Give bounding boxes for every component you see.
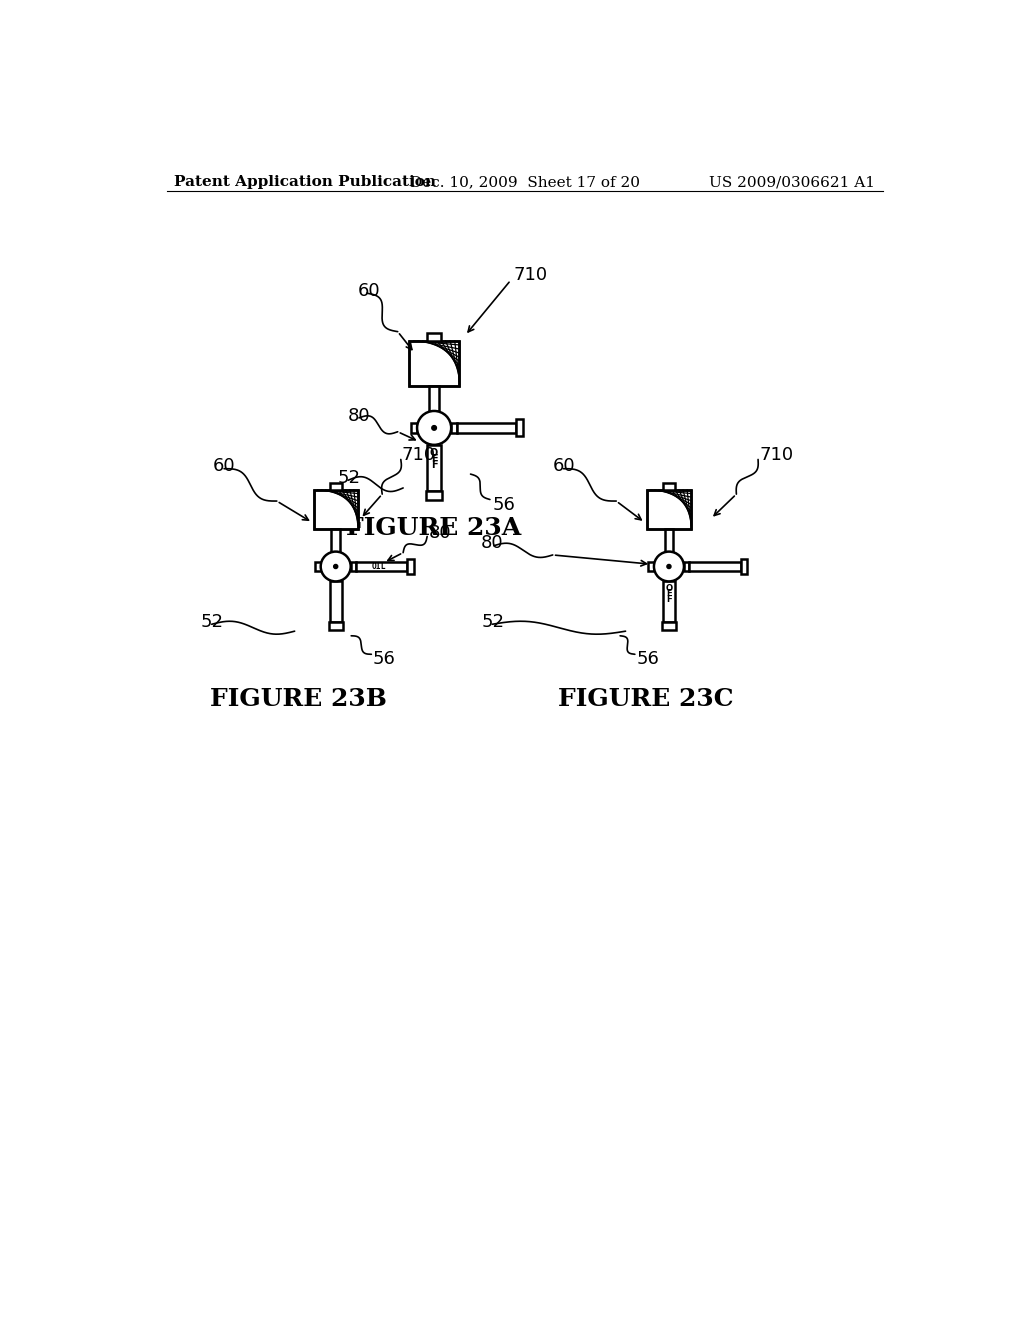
Bar <box>427 333 441 341</box>
Bar <box>740 560 748 574</box>
Text: 52: 52 <box>200 612 223 631</box>
Bar <box>663 581 675 622</box>
Text: 80: 80 <box>429 524 452 543</box>
Text: F: F <box>666 594 672 603</box>
Circle shape <box>321 552 350 581</box>
Bar <box>329 622 342 630</box>
Bar <box>689 562 740 572</box>
Text: 60: 60 <box>213 458 236 475</box>
Circle shape <box>667 565 671 569</box>
Bar <box>408 560 414 574</box>
Text: 710: 710 <box>513 267 547 284</box>
Bar <box>426 491 442 500</box>
Text: F: F <box>431 454 437 463</box>
Text: FIGURE 23C: FIGURE 23C <box>558 686 733 711</box>
Bar <box>458 422 515 433</box>
Bar <box>409 341 460 385</box>
Text: 56: 56 <box>373 649 395 668</box>
Bar <box>648 562 654 570</box>
Bar <box>409 341 460 385</box>
Text: 710: 710 <box>760 446 794 463</box>
Bar <box>663 622 676 630</box>
Circle shape <box>654 552 684 581</box>
Circle shape <box>417 411 452 445</box>
Bar <box>411 424 417 433</box>
Bar <box>330 581 342 622</box>
Text: O: O <box>430 447 438 458</box>
Bar <box>429 385 439 411</box>
Text: US 2009/0306621 A1: US 2009/0306621 A1 <box>709 176 876 189</box>
Text: 80: 80 <box>480 535 503 552</box>
Text: O: O <box>666 583 673 593</box>
Text: 52: 52 <box>337 469 360 487</box>
Text: Patent Application Publication: Patent Application Publication <box>174 176 436 189</box>
Bar <box>356 562 408 572</box>
Bar <box>647 490 691 529</box>
Bar <box>647 490 691 529</box>
Bar <box>684 562 689 570</box>
Bar <box>313 490 357 529</box>
Bar <box>665 529 674 552</box>
Text: 80: 80 <box>347 408 370 425</box>
Text: 52: 52 <box>481 612 505 631</box>
Bar <box>427 445 441 491</box>
Bar <box>332 529 340 552</box>
Text: F: F <box>666 589 672 598</box>
Bar <box>515 420 523 437</box>
Text: Dec. 10, 2009  Sheet 17 of 20: Dec. 10, 2009 Sheet 17 of 20 <box>410 176 640 189</box>
Bar <box>330 483 342 490</box>
Text: FIGURE 23B: FIGURE 23B <box>210 686 387 711</box>
Circle shape <box>334 565 338 569</box>
Bar <box>313 490 357 529</box>
Text: 60: 60 <box>553 458 575 475</box>
Text: FIGURE 23A: FIGURE 23A <box>346 516 522 540</box>
Circle shape <box>432 425 436 430</box>
Text: OIL: OIL <box>372 562 386 572</box>
Text: 60: 60 <box>357 282 380 300</box>
Text: 56: 56 <box>636 649 659 668</box>
Bar <box>350 562 356 570</box>
Bar <box>452 424 458 433</box>
Text: 710: 710 <box>401 446 435 463</box>
Text: F: F <box>431 459 437 470</box>
Bar <box>663 483 675 490</box>
Bar <box>315 562 321 570</box>
Text: 56: 56 <box>493 496 515 513</box>
